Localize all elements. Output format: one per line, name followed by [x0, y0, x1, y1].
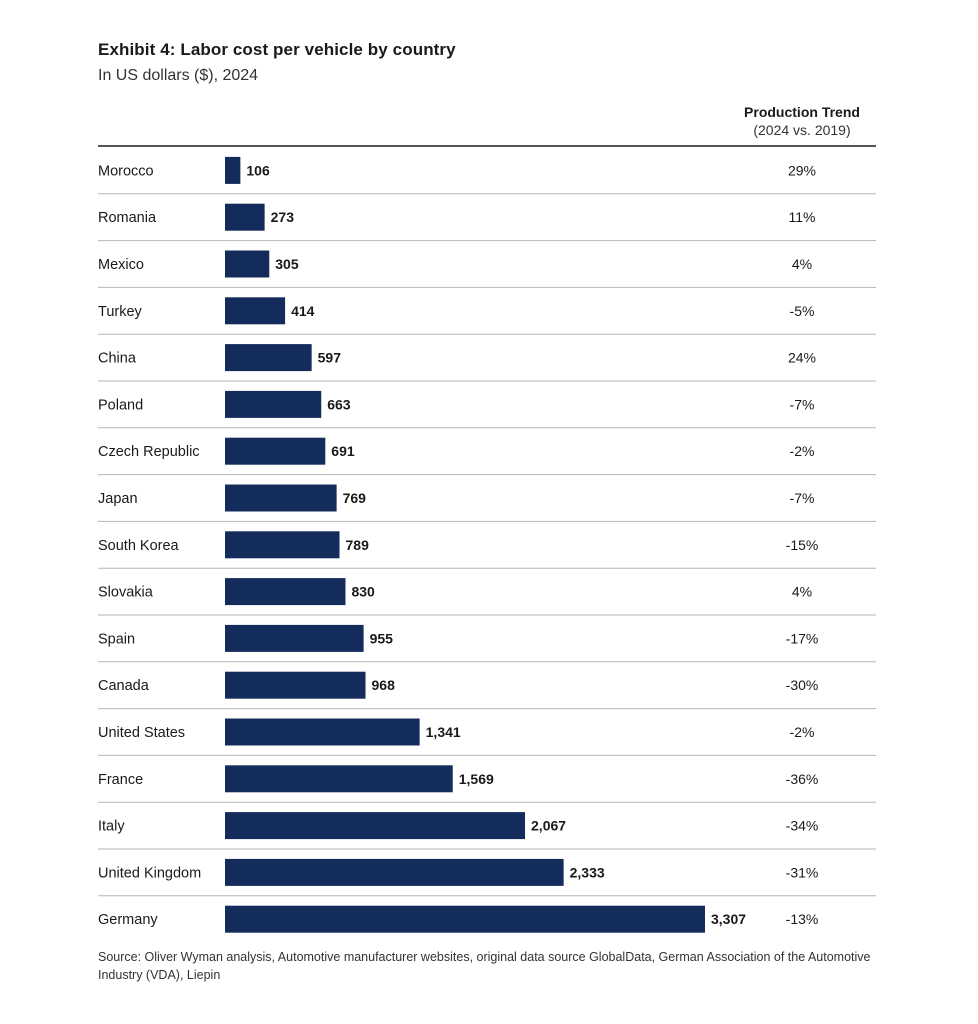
trend-label-united-states: -2%	[790, 724, 815, 740]
bar-mexico	[225, 250, 270, 278]
bar-china	[225, 344, 312, 372]
bar-italy	[225, 812, 526, 840]
value-label-mexico: 305	[275, 256, 299, 272]
value-label-morocco: 106	[246, 162, 270, 178]
bar-south-korea	[225, 531, 340, 559]
row-label-poland: Poland	[98, 397, 143, 413]
row-label-romania: Romania	[98, 210, 157, 226]
value-label-united-states: 1,341	[426, 724, 461, 740]
bar-turkey	[225, 297, 286, 325]
row-label-united-states: United States	[98, 725, 185, 741]
bar-spain	[225, 624, 364, 652]
row-label-spain: Spain	[98, 631, 135, 647]
bar-japan	[225, 484, 337, 512]
bar-poland	[225, 390, 322, 418]
chart-title: Exhibit 4: Labor cost per vehicle by cou…	[98, 40, 456, 59]
trend-label-united-kingdom: -31%	[786, 864, 819, 880]
bar-morocco	[225, 156, 241, 184]
row-label-germany: Germany	[98, 912, 158, 928]
trend-label-morocco: 29%	[788, 162, 816, 178]
row-label-canada: Canada	[98, 678, 150, 694]
bar-united-kingdom	[225, 858, 564, 886]
row-label-czech-republic: Czech Republic	[98, 444, 200, 460]
trend-label-south-korea: -15%	[786, 537, 819, 553]
trend-label-france: -36%	[786, 771, 819, 787]
bar-germany	[225, 905, 705, 933]
bar-france	[225, 765, 453, 793]
row-label-turkey: Turkey	[98, 304, 143, 320]
trend-label-italy: -34%	[786, 818, 819, 834]
bar-czech-republic	[225, 437, 326, 465]
trend-label-slovakia: 4%	[792, 584, 812, 600]
trend-header-title: Production Trend	[744, 104, 860, 120]
trend-label-germany: -13%	[786, 911, 819, 927]
bar-slovakia	[225, 578, 346, 606]
value-label-united-kingdom: 2,333	[570, 864, 605, 880]
trend-label-romania: 11%	[789, 209, 816, 225]
chart-subtitle: In US dollars ($), 2024	[98, 67, 259, 84]
trend-label-poland: -7%	[790, 396, 815, 412]
bar-romania	[225, 203, 265, 231]
row-label-south-korea: South Korea	[98, 538, 180, 554]
bar-united-states	[225, 718, 420, 746]
value-label-canada: 968	[372, 677, 396, 693]
row-label-japan: Japan	[98, 491, 138, 507]
value-label-south-korea: 789	[346, 537, 370, 553]
trend-label-china: 24%	[788, 350, 816, 366]
value-label-turkey: 414	[291, 303, 315, 319]
value-label-france: 1,569	[459, 771, 494, 787]
row-label-united-kingdom: United Kingdom	[98, 865, 201, 881]
value-label-romania: 273	[271, 209, 295, 225]
row-label-france: France	[98, 772, 143, 788]
bar-canada	[225, 671, 366, 699]
table-top-rule	[98, 145, 876, 147]
value-label-italy: 2,067	[531, 818, 566, 834]
trend-label-mexico: 4%	[792, 256, 812, 272]
row-label-italy: Italy	[98, 819, 125, 835]
trend-label-turkey: -5%	[790, 303, 815, 319]
trend-label-spain: -17%	[786, 630, 819, 646]
trend-label-czech-republic: -2%	[790, 443, 815, 459]
trend-label-japan: -7%	[790, 490, 815, 506]
value-label-czech-republic: 691	[331, 443, 355, 459]
source-note: Source: Oliver Wyman analysis, Automotiv…	[98, 950, 871, 982]
value-label-slovakia: 830	[351, 584, 375, 600]
value-label-spain: 955	[370, 630, 394, 646]
row-label-morocco: Morocco	[98, 163, 154, 179]
value-label-germany: 3,307	[711, 911, 746, 927]
row-label-china: China	[98, 351, 137, 367]
trend-column-header: Production Trend (2024 vs. 2019)	[700, 103, 904, 139]
row-label-slovakia: Slovakia	[98, 585, 154, 601]
value-label-japan: 769	[343, 490, 367, 506]
row-label-mexico: Mexico	[98, 257, 144, 273]
value-label-china: 597	[318, 350, 342, 366]
value-label-poland: 663	[327, 396, 351, 412]
trend-label-canada: -30%	[786, 677, 819, 693]
trend-header-period: (2024 vs. 2019)	[753, 122, 851, 138]
